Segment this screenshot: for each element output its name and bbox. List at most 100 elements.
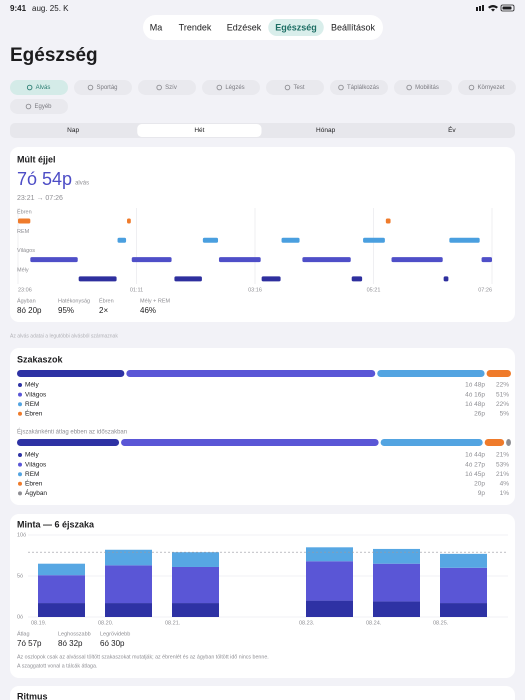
sleep-segment <box>131 257 172 263</box>
nav-tab[interactable]: Beállítások <box>331 22 376 32</box>
stat-label: Ébren <box>99 297 114 304</box>
x-tick-label: 08.21. <box>165 620 181 626</box>
period-label[interactable]: Év <box>448 125 456 134</box>
legend-dot <box>18 411 22 416</box>
stage-bar-segment <box>506 439 511 446</box>
stage-name: Ébren <box>25 479 43 488</box>
category-label[interactable]: Szív <box>165 85 177 91</box>
section-subtitle: Éjszakánkénti átlag ebben az időszakban <box>17 429 127 436</box>
category-chip[interactable] <box>202 80 260 95</box>
bar-segment <box>440 603 487 617</box>
stage-bar-segment <box>377 370 485 377</box>
sleep-segment <box>78 276 117 282</box>
bar-segment <box>172 552 219 567</box>
stage-row-label: Világos <box>17 248 35 254</box>
stage-name: REM <box>25 401 39 408</box>
y-tick-label: 10ó <box>17 532 26 538</box>
x-tick-label: 08.23. <box>299 620 315 626</box>
category-label[interactable]: Alvás <box>36 85 51 91</box>
sleep-segment <box>117 237 127 243</box>
sleep-segment <box>363 237 385 243</box>
category-label[interactable]: Egyéb <box>34 104 52 110</box>
category-label[interactable]: Táplálkozás <box>347 85 379 91</box>
category-icon <box>284 84 291 91</box>
nav-tab[interactable]: Trendek <box>179 22 212 32</box>
stat-label: Leghosszabb <box>58 631 91 637</box>
category-icon <box>338 84 344 91</box>
legend-dot <box>18 383 22 387</box>
bar-segment <box>440 567 487 604</box>
stage-duration: 4ó 16p <box>465 391 485 398</box>
pattern-card <box>10 514 515 678</box>
bar-segment <box>172 603 219 617</box>
stat-label: Legrövidebb <box>100 631 130 637</box>
stage-duration: 1ó 45p <box>465 471 485 478</box>
nav-bar <box>143 15 383 40</box>
category-chip[interactable] <box>138 80 196 95</box>
category-chip[interactable] <box>10 80 68 95</box>
bar-segment <box>373 601 420 617</box>
category-chip[interactable] <box>330 80 388 95</box>
sleep-segment <box>443 276 449 282</box>
sleep-segment <box>449 237 480 243</box>
nav-tab[interactable]: Egészség <box>275 22 317 32</box>
sleep-segment <box>18 218 31 224</box>
sleep-segment <box>261 276 281 282</box>
card-title: Ritmus <box>17 691 48 700</box>
sleep-duration: 7ó 54p <box>17 169 72 189</box>
stage-percent: 21% <box>496 471 509 478</box>
category-chip[interactable] <box>10 99 68 114</box>
stage-bar-segment <box>126 370 376 377</box>
stat-value: 46% <box>140 306 156 315</box>
category-label[interactable]: Környezet <box>477 85 504 91</box>
category-label[interactable]: Sportág <box>96 85 117 91</box>
category-label[interactable]: Mobilitás <box>415 85 439 91</box>
page-title: Egészség <box>10 45 98 66</box>
period-label[interactable]: Hónap <box>316 127 336 134</box>
period-control <box>10 123 515 138</box>
category-chip[interactable] <box>74 80 132 95</box>
stat-value: 8ó 32p <box>58 639 83 648</box>
category-chip[interactable] <box>266 80 324 95</box>
sleep-segment <box>391 257 443 263</box>
stage-row-label: Mély <box>17 267 29 273</box>
stage-percent: 4% <box>500 481 510 488</box>
category-icon <box>26 84 33 91</box>
legend-dot <box>18 453 22 457</box>
sleep-segment <box>202 237 219 243</box>
period-selected <box>137 124 262 137</box>
stat-value: 8ó 20p <box>17 306 42 315</box>
sleep-range: 23:21 → 07:26 <box>17 195 63 202</box>
stat-label: Átlag <box>17 630 30 637</box>
status-time: 9:41 <box>10 4 27 13</box>
sleep-segment <box>30 257 78 263</box>
period-label[interactable]: Hét <box>194 127 204 134</box>
stage-bar-segment <box>486 370 511 377</box>
stat-value: 6ó 30p <box>100 639 125 648</box>
y-tick-label: 0ó <box>17 614 23 620</box>
stat-value: 95% <box>58 306 74 315</box>
card-title: Szakaszok <box>17 354 64 364</box>
stat-label: Ágyban <box>17 297 36 304</box>
category-label[interactable]: Test <box>293 85 304 91</box>
stage-duration: 1ó 44p <box>465 452 485 459</box>
nav-tab[interactable]: Ma <box>150 22 163 32</box>
nav-tab[interactable]: Edzések <box>227 22 262 32</box>
category-label[interactable]: Légzés <box>225 85 244 91</box>
category-chip[interactable] <box>458 80 516 95</box>
legend-dot <box>18 491 22 496</box>
x-tick-label: 07:26 <box>478 287 492 293</box>
x-tick-label: 08.20. <box>98 620 114 626</box>
stage-name: Ébren <box>25 409 43 418</box>
period-label[interactable]: Nap <box>67 127 79 134</box>
legend-dot <box>18 481 22 486</box>
category-chip[interactable] <box>394 80 452 95</box>
category-icon <box>216 84 223 91</box>
stage-row-label: Ébren <box>17 208 32 215</box>
x-tick-label: 23:06 <box>18 287 32 293</box>
stage-bar-segment <box>484 439 505 446</box>
stage-bar-segment <box>17 370 125 377</box>
sleep-segment <box>481 257 492 263</box>
note: A szaggatott vonal a tálcák átlaga. <box>17 663 97 669</box>
